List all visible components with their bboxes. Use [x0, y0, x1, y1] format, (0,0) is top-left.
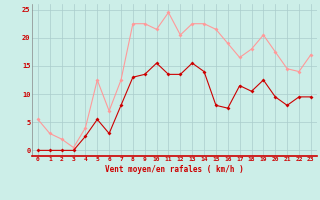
- X-axis label: Vent moyen/en rafales ( km/h ): Vent moyen/en rafales ( km/h ): [105, 165, 244, 174]
